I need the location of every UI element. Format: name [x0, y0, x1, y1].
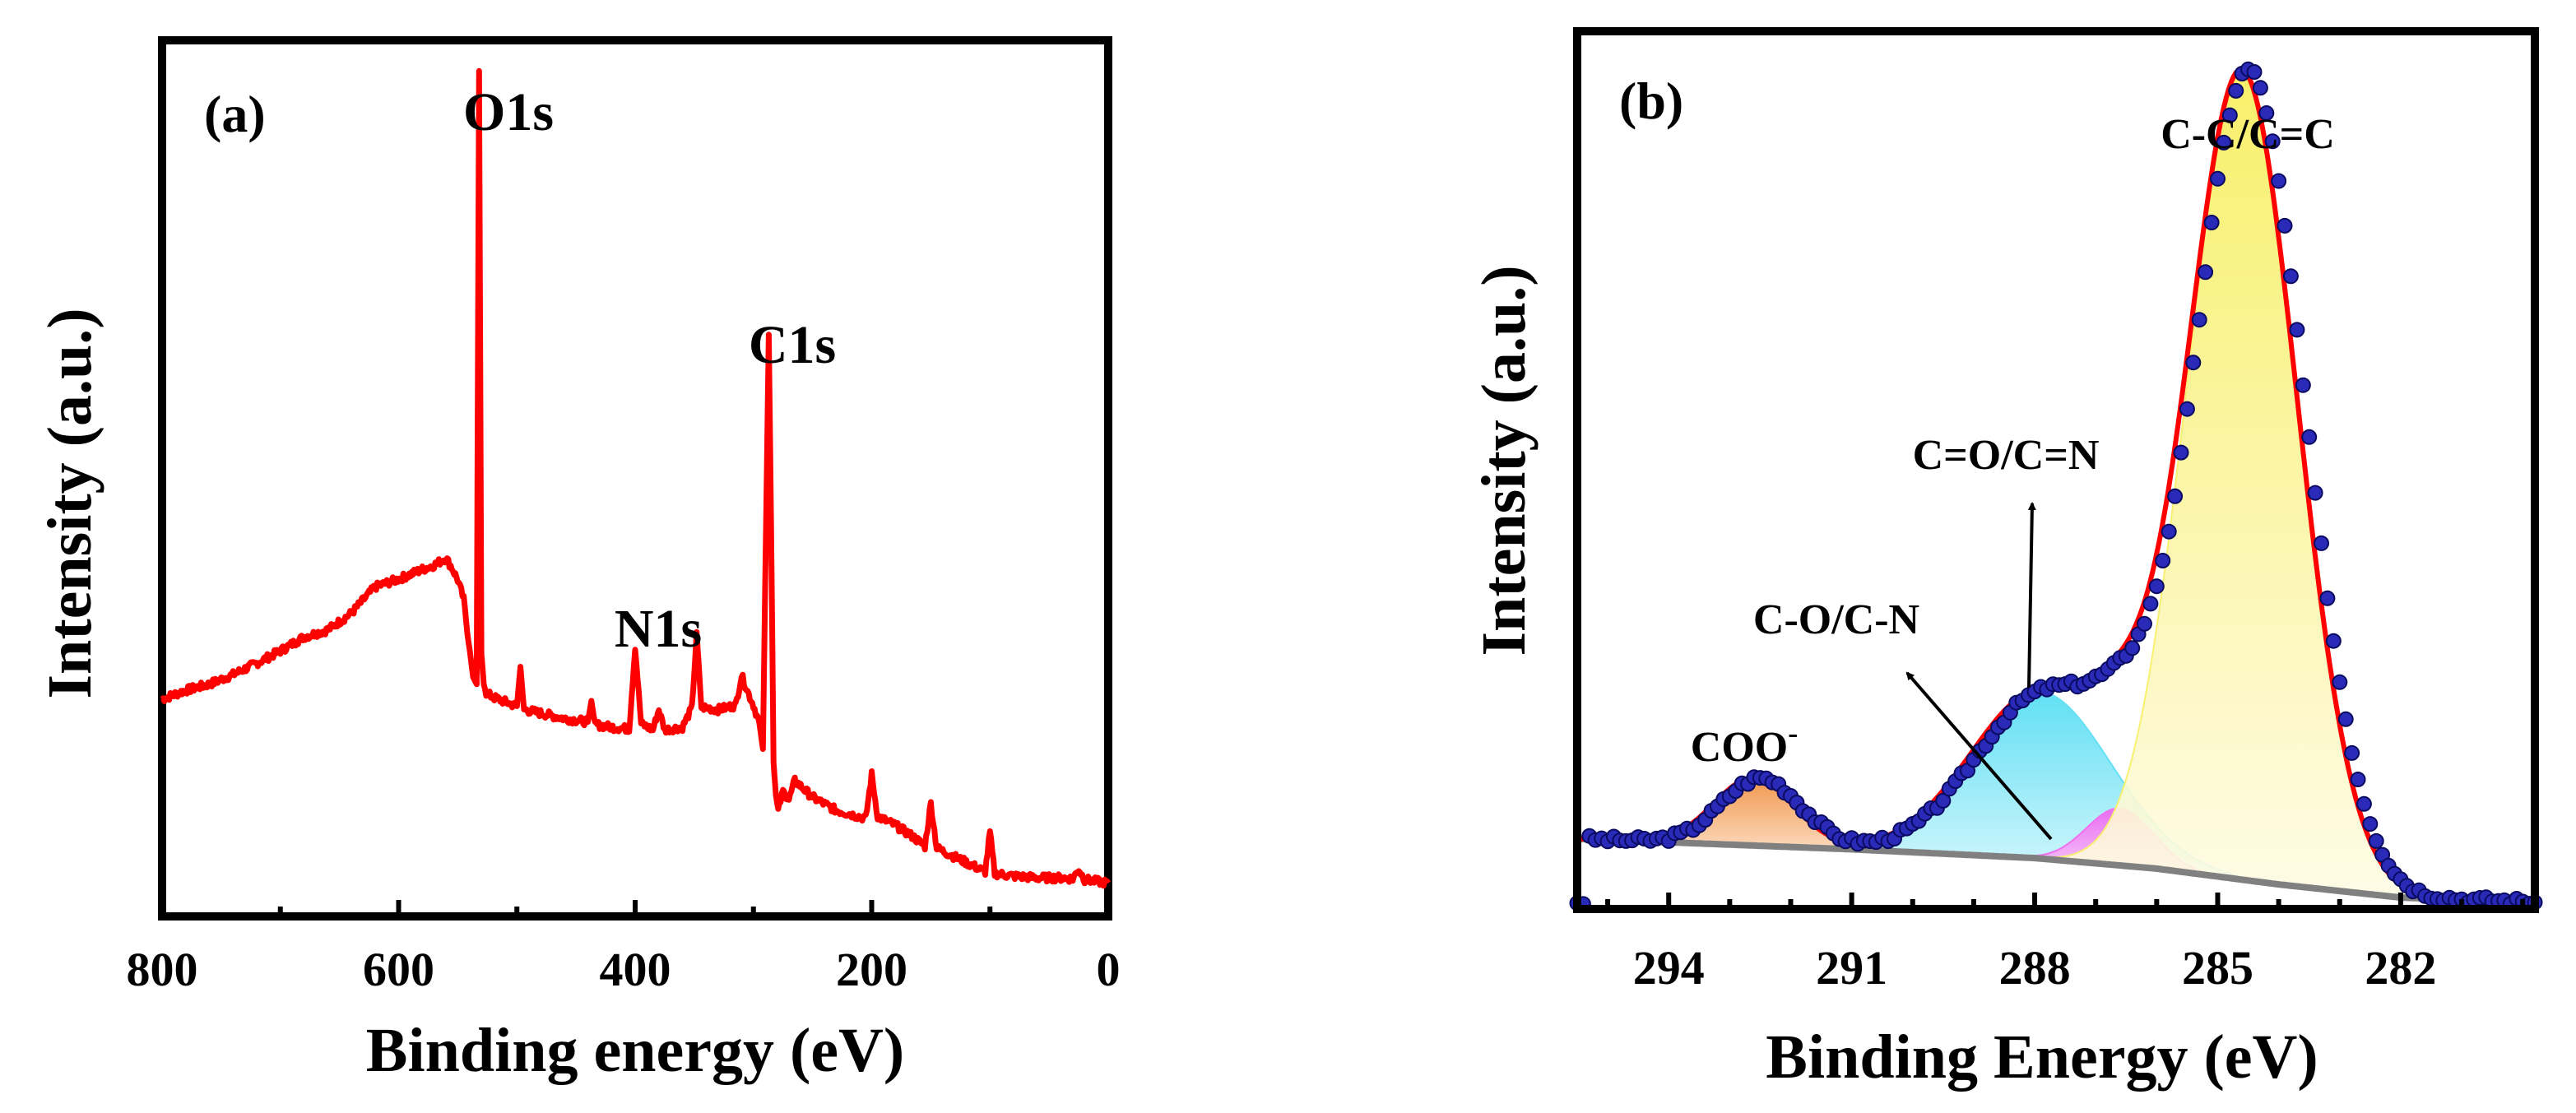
raw-data-point	[2344, 744, 2360, 761]
raw-data-point	[2185, 355, 2202, 371]
raw-data-point	[2258, 105, 2275, 121]
panel-b-x-tick-labels: 294 291 288 285 282	[1633, 941, 2437, 995]
raw-data-point	[2179, 401, 2195, 417]
a-tick-label-0: 0	[1097, 943, 1121, 996]
raw-data-point	[2264, 133, 2281, 150]
panel-b-label: (b)	[1619, 72, 1683, 130]
panel-a-x-tick-labels: 800 600 400 200 0	[127, 943, 1121, 996]
peak-label-o1s: O1s	[463, 82, 554, 142]
raw-data-point	[2271, 173, 2287, 189]
raw-data-point	[2137, 615, 2152, 632]
panel-a-frame	[158, 36, 1112, 921]
panel-a-x-ticks	[160, 900, 1111, 916]
b-tick-label-285: 285	[2182, 941, 2253, 995]
raw-data-point	[2252, 80, 2268, 96]
panel-a-y-axis-title: Intensity (a.u.)	[35, 308, 104, 698]
a-tick-label-800: 800	[127, 943, 198, 996]
raw-data-point	[2307, 485, 2323, 501]
raw-data-point	[2356, 795, 2372, 812]
panel-b-baseline	[1576, 835, 2534, 906]
component-label-c-c: C-C/C=C	[2161, 111, 2335, 158]
raw-data-point	[2228, 82, 2244, 99]
panel-a-x-axis-title: Binding energy (eV)	[366, 1016, 904, 1085]
panel-b-component-fills	[1603, 71, 2452, 901]
panel-b-x-axis-title: Binding Energy (eV)	[1766, 1023, 2318, 1092]
raw-data-point	[2332, 674, 2348, 690]
arrow-c-o-c-n	[1905, 671, 2053, 841]
peak-label-c1s: C1s	[749, 315, 836, 375]
raw-data-point	[2210, 170, 2226, 187]
panel-b-frame	[1573, 27, 2539, 913]
component-label-coo: COO-	[1691, 716, 1798, 771]
raw-data-point	[2173, 444, 2189, 461]
raw-data-point	[2301, 429, 2318, 445]
panel-a-label: (a)	[204, 85, 266, 143]
peak-label-n1s: N1s	[615, 599, 702, 659]
raw-data-point	[2161, 523, 2177, 540]
raw-data-point	[2142, 596, 2159, 612]
raw-data-point	[2124, 640, 2141, 656]
raw-data-point	[2191, 312, 2207, 328]
raw-data-point	[1935, 792, 1952, 809]
raw-data-point	[2295, 377, 2311, 393]
raw-data-point	[2282, 268, 2299, 285]
b-tick-label-291: 291	[1816, 941, 1887, 995]
raw-data-point	[2350, 772, 2366, 787]
b-tick-label-282: 282	[2365, 941, 2436, 995]
panel-b-y-axis-title: Intensity (a.u.)	[1469, 265, 1539, 656]
raw-data-point	[2289, 322, 2305, 338]
raw-data-point	[2325, 633, 2342, 649]
raw-data-point	[2221, 107, 2238, 123]
panel-b-x-ticks	[1605, 893, 2526, 909]
a-tick-label-400: 400	[600, 943, 671, 996]
raw-data-point	[2277, 217, 2293, 234]
raw-data-point	[2148, 578, 2165, 595]
raw-data-point	[2155, 553, 2171, 568]
b-tick-label-288: 288	[1999, 941, 2071, 995]
component-label-c-o: C-O/C-N	[1753, 596, 1919, 643]
arrow-c-eq-o-c-eq-n	[2027, 502, 2036, 689]
raw-data-point	[2167, 488, 2184, 504]
raw-data-point	[2368, 832, 2384, 849]
panel-b-raw-data-points	[1569, 61, 2543, 912]
raw-data-point	[2198, 264, 2214, 281]
component-label-c-eq-o: C=O/C=N	[1913, 432, 2100, 479]
panel-b-c1s-chart: 294 291 288 285 282 Binding Energy (eV) …	[1469, 27, 2543, 1092]
raw-data-point	[2319, 590, 2336, 606]
raw-data-point	[2216, 134, 2232, 151]
panel-a-survey-chart: 800 600 400 200 0 Binding energy (eV) In…	[35, 36, 1121, 1085]
raw-data-point	[2203, 215, 2220, 230]
raw-data-point	[2314, 535, 2329, 551]
a-tick-label-600: 600	[363, 943, 434, 996]
panel-a-survey-line	[160, 67, 1111, 889]
b-tick-label-294: 294	[1633, 941, 1705, 995]
coo-label-superscript: -	[1788, 716, 1798, 749]
a-tick-label-200: 200	[836, 943, 907, 996]
raw-data-point	[2246, 64, 2263, 80]
coo-label-text: COO	[1691, 724, 1788, 771]
raw-data-point	[2362, 816, 2379, 832]
raw-data-point	[2337, 711, 2354, 727]
